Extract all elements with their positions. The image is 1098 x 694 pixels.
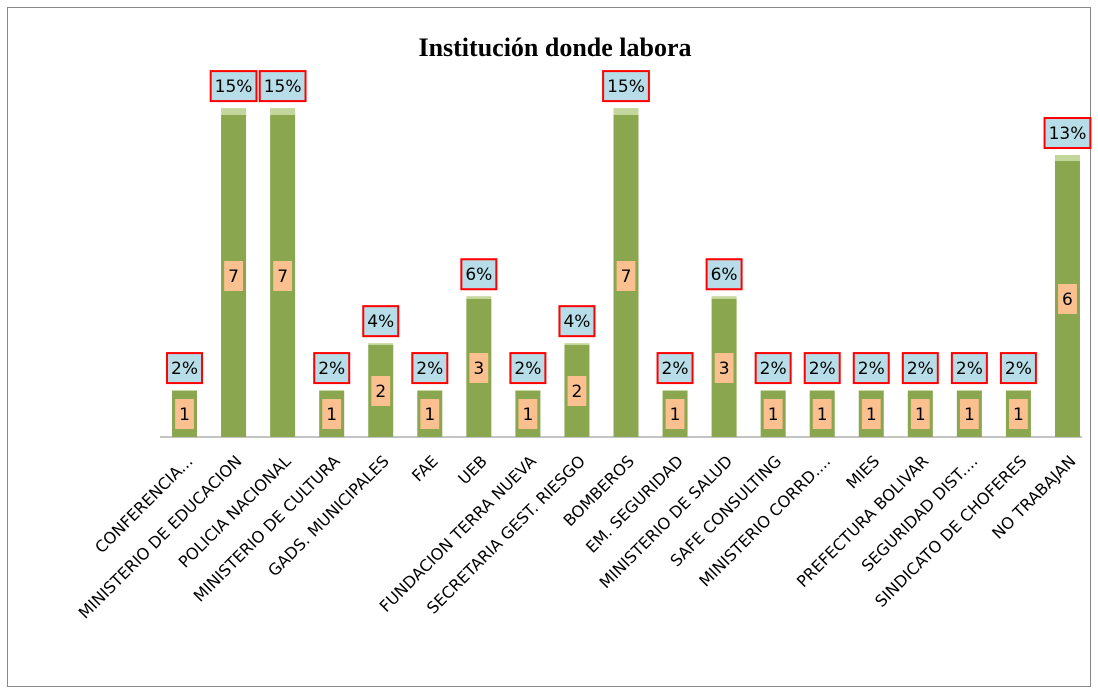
percent-label: 15%	[264, 77, 302, 97]
count-label: 1	[915, 405, 926, 425]
count-label-box	[322, 399, 342, 429]
percent-label: 15%	[215, 77, 253, 97]
percent-label: 2%	[1005, 359, 1032, 379]
percent-label-box	[602, 70, 650, 103]
percent-label: 2%	[514, 359, 541, 379]
count-label-box	[1009, 399, 1028, 429]
count-label: 7	[621, 267, 632, 287]
percent-label: 4%	[367, 312, 394, 332]
percent-label-box	[901, 352, 939, 385]
percent-label-box	[460, 258, 498, 291]
bar-segment	[417, 390, 443, 391]
count-label: 7	[228, 267, 239, 287]
count-label: 1	[424, 405, 435, 425]
bar-segment	[711, 296, 737, 299]
percent-label-box	[411, 352, 449, 385]
chart-title: Institución donde labora	[418, 33, 691, 62]
count-label: 1	[964, 405, 975, 425]
count-label: 1	[817, 405, 828, 425]
count-label: 1	[179, 405, 190, 425]
percent-label: 4%	[563, 312, 590, 332]
count-label-box	[812, 399, 832, 429]
bar-segment	[515, 390, 541, 391]
count-label-box	[175, 399, 194, 429]
bar-segment	[368, 343, 394, 345]
bar-segment	[809, 390, 835, 391]
bar-segment	[270, 108, 296, 115]
count-label-box	[763, 399, 783, 429]
bar-segment	[1054, 155, 1080, 161]
count-label: 1	[326, 405, 337, 425]
count-label-box	[665, 399, 685, 429]
percent-label-box	[509, 352, 547, 385]
count-label-box	[959, 399, 979, 429]
count-label: 6	[1062, 290, 1073, 310]
count-label: 1	[866, 405, 877, 425]
percent-label: 2%	[907, 359, 934, 379]
percent-label-box	[950, 352, 988, 385]
count-label-box	[469, 353, 489, 383]
count-label-box	[420, 399, 440, 429]
count-label: 1	[522, 405, 533, 425]
percent-label-box	[258, 70, 307, 103]
bar-segment	[319, 390, 345, 391]
percent-label-box	[999, 352, 1037, 385]
count-label-box	[273, 261, 293, 291]
count-label: 3	[473, 359, 484, 379]
count-label-box	[567, 376, 587, 406]
percent-label: 2%	[858, 359, 885, 379]
percent-label-box	[362, 305, 400, 338]
percent-label-box	[166, 352, 204, 385]
bar-segment	[907, 390, 933, 391]
percent-label: 2%	[760, 359, 787, 379]
percent-label-box	[558, 305, 596, 338]
bar-segment	[1005, 390, 1031, 391]
percent-label: 2%	[416, 359, 443, 379]
count-label-box	[518, 399, 538, 429]
bar-segment	[760, 390, 786, 391]
bar-segment	[613, 108, 639, 115]
bar-segment	[466, 296, 492, 299]
percent-label-box	[803, 352, 841, 385]
percent-label-box	[209, 70, 258, 103]
bar-segment	[172, 390, 198, 391]
bar-segment	[858, 390, 884, 391]
count-label: 1	[670, 405, 681, 425]
count-label: 3	[719, 359, 730, 379]
percent-label: 2%	[662, 359, 689, 379]
count-label: 2	[375, 382, 386, 402]
count-label-box	[616, 261, 636, 291]
count-label-box	[371, 376, 391, 406]
bar-segment	[221, 108, 247, 115]
percent-label-box	[852, 352, 890, 385]
count-label: 7	[277, 267, 288, 287]
percent-label: 2%	[809, 359, 836, 379]
percent-label-box	[656, 352, 694, 385]
percent-label: 2%	[956, 359, 983, 379]
bar-segment	[956, 390, 982, 391]
percent-label-box	[313, 352, 351, 385]
bar-segment	[662, 390, 688, 391]
count-label: 1	[768, 405, 779, 425]
percent-label-box	[705, 258, 743, 291]
count-label-box	[861, 399, 881, 429]
percent-label: 2%	[318, 359, 345, 379]
percent-label: 13%	[1049, 124, 1087, 144]
chart-border	[7, 7, 1091, 687]
percent-label-box	[1043, 117, 1092, 150]
count-label-box	[1058, 284, 1077, 314]
percent-label-box	[754, 352, 792, 385]
percent-label: 6%	[465, 265, 492, 285]
count-label: 1	[1013, 405, 1024, 425]
bar-segment	[564, 343, 590, 345]
percent-label: 6%	[711, 265, 738, 285]
percent-label: 2%	[171, 359, 198, 379]
count-label: 2	[572, 382, 583, 402]
percent-label: 15%	[607, 77, 645, 97]
count-label-box	[714, 353, 734, 383]
count-label-box	[224, 261, 243, 291]
count-label-box	[910, 399, 930, 429]
